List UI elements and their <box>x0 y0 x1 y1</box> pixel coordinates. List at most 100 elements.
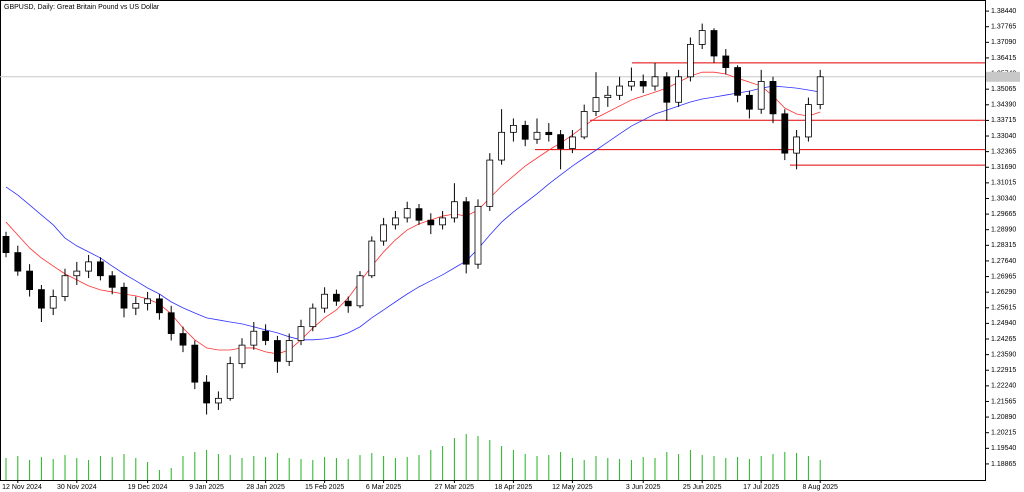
candle-body <box>805 104 812 138</box>
x-tick-label: 6 Mar 2025 <box>366 484 402 491</box>
candle-body <box>2 236 10 254</box>
y-tick-label: 1.31015 <box>991 180 1016 187</box>
candle-body <box>273 340 281 362</box>
candle-body <box>132 303 140 309</box>
candle-body <box>61 275 69 297</box>
y-tick-label: 1.33715 <box>991 117 1016 124</box>
candle-body <box>651 76 659 87</box>
candle-body <box>85 261 92 272</box>
candle-body <box>628 81 635 87</box>
y-tick-label: 1.26965 <box>991 273 1016 280</box>
moving-average-line <box>5 85 821 341</box>
candle-body <box>356 275 364 307</box>
x-tick-label: 12 May 2025 <box>552 484 593 491</box>
y-tick-label: 1.36415 <box>991 55 1016 62</box>
candle-body <box>498 131 506 161</box>
candle-body <box>687 44 694 78</box>
candle-body <box>592 97 600 112</box>
candle-body <box>26 270 34 291</box>
y-tick-label: 1.23590 <box>991 351 1016 358</box>
candle-body <box>698 30 706 45</box>
y-tick-label: 1.29665 <box>991 211 1016 218</box>
candle-body <box>793 136 800 154</box>
x-tick-label: 27 Mar 2025 <box>435 484 474 491</box>
y-tick-label: 1.19540 <box>991 445 1016 452</box>
candle-body <box>415 208 423 221</box>
candle-body <box>545 131 553 136</box>
candle-body <box>167 312 175 334</box>
y-tick-label: 1.27640 <box>991 258 1016 265</box>
x-tick-label: 12 Nov 2024 <box>2 484 42 491</box>
candle-body <box>203 381 211 404</box>
candle-body <box>616 85 623 96</box>
candle-body <box>191 344 199 383</box>
candle-body <box>155 298 163 314</box>
candle-body <box>769 81 777 115</box>
y-tick-label: 1.30340 <box>991 195 1016 202</box>
candle-body <box>462 201 470 265</box>
candle-body <box>226 363 234 399</box>
y-tick-label: 1.22240 <box>991 383 1016 390</box>
candle-body <box>344 300 352 307</box>
candle-body <box>580 111 588 138</box>
candle-body <box>427 219 435 226</box>
x-tick-label: 19 Dec 2024 <box>128 484 168 491</box>
candle-body <box>403 208 411 219</box>
candle-body <box>380 224 388 242</box>
candle-body <box>238 344 246 365</box>
candle-body <box>144 298 152 304</box>
x-tick-label: 8 Aug 2025 <box>802 484 838 491</box>
x-tick-label: 28 Jan 2025 <box>246 484 285 491</box>
candle-body <box>486 159 494 207</box>
candle-body <box>321 293 329 309</box>
y-tick-label: 1.24940 <box>991 320 1016 327</box>
y-tick-label: 1.35065 <box>991 86 1016 93</box>
y-tick-label: 1.21565 <box>991 398 1016 405</box>
plot-frame <box>0 0 986 481</box>
y-tick-label: 1.24265 <box>991 336 1016 343</box>
y-tick-label: 1.33040 <box>991 133 1016 140</box>
y-tick-label: 1.28315 <box>991 242 1016 249</box>
candle-body <box>309 307 317 328</box>
candle-body <box>250 330 258 346</box>
candle-body <box>781 113 789 154</box>
x-tick-label: 30 Nov 2024 <box>57 484 97 491</box>
candle-body <box>569 136 576 149</box>
current-price-box <box>986 71 1020 82</box>
y-tick-label: 1.22915 <box>991 367 1016 374</box>
y-tick-label: 1.28990 <box>991 227 1016 234</box>
y-tick-label: 1.34390 <box>991 102 1016 109</box>
candle-body <box>710 30 718 57</box>
candle-body <box>368 240 376 277</box>
y-tick-label: 1.20890 <box>991 414 1016 421</box>
candle-body <box>14 252 22 272</box>
x-tick-label: 25 Jun 2025 <box>683 484 722 491</box>
x-tick-label: 3 Jun 2025 <box>626 484 661 491</box>
y-tick-label: 1.26290 <box>991 289 1016 296</box>
y-tick-label: 1.37090 <box>991 39 1016 46</box>
candle-body <box>108 275 116 288</box>
candle-body <box>285 340 293 362</box>
candle-body <box>73 270 81 277</box>
candle-body <box>509 124 517 133</box>
candle-body <box>557 134 564 149</box>
y-tick-label: 1.31690 <box>991 164 1016 171</box>
x-tick-label: 9 Jan 2025 <box>189 484 224 491</box>
chart-title: GBPUSD, Daily: Great Britain Pound vs US… <box>4 4 160 11</box>
candle-body <box>675 76 682 103</box>
candle-body <box>120 286 128 309</box>
candle-body <box>450 201 458 219</box>
candle-body <box>439 217 447 226</box>
candle-body <box>38 289 45 309</box>
x-tick-label: 17 Jul 2025 <box>743 484 779 491</box>
candle-body <box>214 397 222 404</box>
y-tick-label: 1.18865 <box>991 461 1016 468</box>
candle-body <box>179 333 187 346</box>
y-tick-label: 1.25615 <box>991 305 1016 312</box>
candle-body <box>663 76 671 103</box>
y-tick-label: 1.38440 <box>991 8 1016 15</box>
candle-body <box>746 94 753 110</box>
candle-body <box>332 293 340 302</box>
